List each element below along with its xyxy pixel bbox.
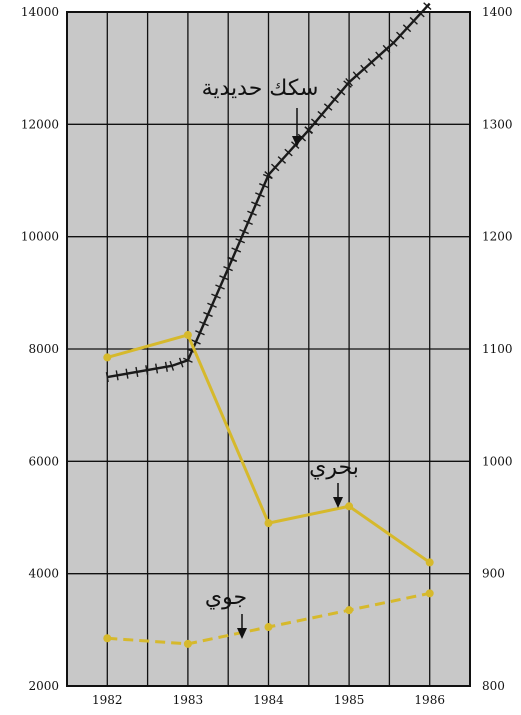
railway-tie bbox=[402, 24, 412, 33]
railway-tie bbox=[396, 31, 405, 40]
railway-tie bbox=[304, 126, 314, 134]
sea-point bbox=[264, 519, 273, 528]
y-left-tick-label: 4000 bbox=[28, 567, 59, 581]
railway-label: سكك حديدية bbox=[202, 76, 319, 101]
railway-tie bbox=[291, 141, 300, 149]
railway-tie bbox=[345, 78, 353, 87]
sea-label: بحري bbox=[309, 455, 359, 480]
railway-tie bbox=[297, 133, 307, 142]
railway-tie bbox=[191, 339, 201, 345]
railway-tie bbox=[203, 311, 213, 318]
x-tick-label: 1986 bbox=[414, 693, 445, 707]
x-tick-label: 1982 bbox=[92, 693, 123, 707]
railway-tie bbox=[195, 330, 205, 336]
axis-labels: 2000 800 4000 900 6000 1000 8000 1100 10000 1200 1… bbox=[21, 5, 513, 707]
sea-point bbox=[425, 558, 434, 567]
railway-tie bbox=[231, 247, 242, 253]
railway-tie bbox=[343, 80, 352, 88]
air-point bbox=[183, 639, 192, 648]
y-right-tick-label: 1400 bbox=[482, 5, 513, 19]
railway-tie bbox=[416, 9, 425, 18]
railway-tie bbox=[247, 210, 257, 216]
railway-tie bbox=[115, 370, 119, 381]
air-point bbox=[345, 606, 354, 615]
railway-tie bbox=[264, 171, 273, 179]
y-left-tick-label: 8000 bbox=[28, 342, 59, 356]
railway-tie bbox=[183, 357, 193, 363]
railway-tie bbox=[284, 148, 293, 157]
railway-tie bbox=[277, 156, 287, 164]
railway-tie bbox=[169, 360, 175, 371]
y-left-tick-label: 2000 bbox=[28, 679, 59, 693]
annotation-air: جوي bbox=[205, 585, 247, 639]
railway-tie bbox=[207, 302, 217, 308]
railway-tie bbox=[330, 95, 339, 104]
railway-tie bbox=[164, 361, 168, 372]
railway-tie bbox=[199, 320, 209, 327]
railway-tie bbox=[251, 201, 261, 207]
sea-point bbox=[103, 353, 112, 362]
y-right-tick-label: 1200 bbox=[482, 230, 513, 244]
y-right-tick-label: 1300 bbox=[482, 117, 513, 131]
air-label: جوي bbox=[205, 585, 247, 610]
railway-tie bbox=[105, 372, 109, 383]
railway-tie bbox=[375, 51, 383, 60]
x-tick-label: 1984 bbox=[253, 693, 284, 707]
annotation-sea: بحري bbox=[309, 455, 359, 508]
railway-tie bbox=[389, 38, 398, 47]
railway-tie bbox=[336, 87, 346, 96]
railway-tie bbox=[323, 103, 333, 111]
y-right-tick-label: 1100 bbox=[482, 342, 513, 356]
sea-point bbox=[183, 330, 192, 339]
air-point bbox=[425, 589, 434, 598]
railway-tie bbox=[310, 118, 320, 127]
railway-tie bbox=[223, 266, 233, 272]
y-left-tick-label: 6000 bbox=[28, 454, 59, 468]
railway-tie bbox=[227, 256, 238, 262]
railway-tie bbox=[258, 183, 269, 189]
air-point bbox=[103, 634, 112, 643]
railway-tie bbox=[125, 368, 129, 379]
railway-tie bbox=[270, 163, 280, 172]
sea-arrow-head bbox=[333, 497, 343, 508]
railway-tie bbox=[360, 64, 368, 74]
plot-frame bbox=[66, 11, 471, 687]
annotation-railway: سكك حديدية bbox=[202, 76, 319, 147]
y-right-tick-label: 900 bbox=[482, 567, 505, 581]
railway-tie bbox=[409, 16, 418, 25]
railway-tie bbox=[317, 110, 326, 119]
y-left-tick-label: 14000 bbox=[21, 5, 59, 19]
railway-tie bbox=[382, 44, 391, 54]
railway-tie bbox=[367, 58, 376, 67]
railway-tie bbox=[255, 192, 265, 198]
railway-tie bbox=[423, 2, 432, 11]
y-right-tick-label: 1000 bbox=[482, 454, 513, 468]
x-tick-label: 1985 bbox=[334, 693, 365, 707]
railway-arrow-head bbox=[292, 136, 302, 147]
y-right-tick-label: 800 bbox=[482, 679, 505, 693]
y-left-tick-label: 12000 bbox=[21, 117, 59, 131]
railway-tie bbox=[235, 238, 246, 244]
railway-tie bbox=[155, 363, 159, 374]
railway-tie bbox=[243, 219, 253, 226]
air-point bbox=[264, 623, 273, 632]
railway-tie bbox=[352, 71, 361, 80]
series-layer bbox=[103, 2, 434, 648]
air-arrow-head bbox=[237, 628, 247, 639]
y-left-tick-label: 10000 bbox=[21, 230, 59, 244]
railway-tie bbox=[219, 275, 229, 281]
railway-tie bbox=[215, 284, 225, 290]
sea-point bbox=[345, 502, 354, 511]
railway-tie bbox=[135, 366, 139, 377]
railway-tie bbox=[178, 357, 184, 368]
railway-tie bbox=[211, 293, 221, 299]
railway-tie bbox=[239, 228, 249, 235]
railway-tie bbox=[145, 365, 149, 376]
x-tick-label: 1983 bbox=[173, 693, 204, 707]
